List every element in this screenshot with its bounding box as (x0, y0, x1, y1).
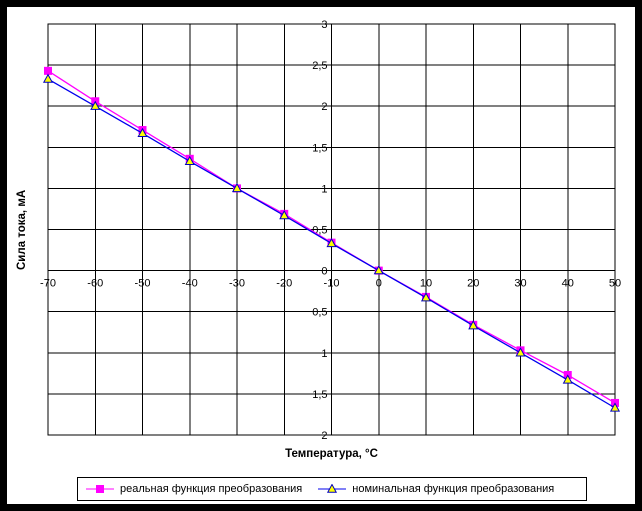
data-point-marker-triangle (468, 320, 479, 330)
data-point-marker-triangle (231, 182, 243, 193)
legend-label-real-series: реальная функция преобразования (120, 483, 303, 495)
data-point-marker-square (96, 485, 104, 493)
data-point-marker-triangle (137, 127, 148, 138)
data-point-marker-triangle (327, 484, 338, 493)
legend: реальная функция преобразования номиналь… (77, 477, 587, 501)
x-tick-label: -50 (135, 278, 151, 290)
y-tick-label: 1 (321, 183, 327, 195)
y-axis-title: Сила тока, мА (16, 189, 28, 270)
y-tick-label: 2 (321, 430, 327, 442)
x-tick-label: -70 (40, 278, 56, 290)
data-point-marker-triangle (90, 100, 101, 110)
x-tick-label: -10 (324, 278, 340, 290)
x-tick-label: 0 (376, 278, 382, 290)
y-tick-label: 1,5 (312, 142, 327, 154)
y-tick-label: 2,5 (312, 60, 327, 72)
data-point-marker-triangle (184, 155, 195, 165)
legend-item-real-series: реальная функция преобразования (85, 483, 302, 495)
data-point-marker-square (44, 66, 52, 75)
plot-area: -70 -60 -50 -40 -30 -20 -10 0 10 20 30 40 5032,521,5… (40, 19, 621, 442)
y-tick-label: 0,5 (312, 225, 327, 237)
y-tick-label: 0 (321, 266, 327, 278)
x-tick-label: 50 (609, 278, 621, 290)
data-point-marker-triangle (609, 402, 621, 412)
y-tick-label: 3 (321, 19, 327, 31)
data-point-marker-triangle (42, 73, 54, 83)
x-axis-title: Температура, °C (285, 448, 378, 460)
legend-sample-nominal-series-icon (318, 484, 347, 493)
x-tick-label: 30 (514, 278, 526, 290)
data-point-marker-triangle (279, 209, 290, 220)
x-tick-label: 20 (467, 278, 479, 290)
x-tick-label: -20 (276, 278, 292, 290)
legend-label-nominal-series: номинальная функция преобразования (352, 483, 555, 495)
data-point-marker-triangle (420, 292, 432, 302)
legend-item-nominal-series: номинальная функция преобразования (317, 483, 554, 495)
x-tick-label: -40 (182, 278, 198, 290)
y-tick-label: 1 (321, 348, 327, 360)
data-point-marker-triangle (373, 265, 384, 275)
data-point-marker-triangle (326, 237, 337, 248)
x-tick-label: 10 (420, 278, 432, 290)
y-tick-label: 0,5 (312, 307, 327, 319)
y-tick-label: 2 (321, 101, 327, 113)
data-point-marker-triangle (515, 347, 526, 357)
y-tick-label: 1,5 (312, 389, 327, 401)
x-tick-label: -30 (229, 278, 245, 290)
data-point-marker-triangle (562, 374, 573, 384)
x-tick-label: -60 (87, 278, 103, 290)
x-tick-label: 40 (562, 278, 574, 290)
legend-sample-real-series-icon (86, 485, 114, 493)
